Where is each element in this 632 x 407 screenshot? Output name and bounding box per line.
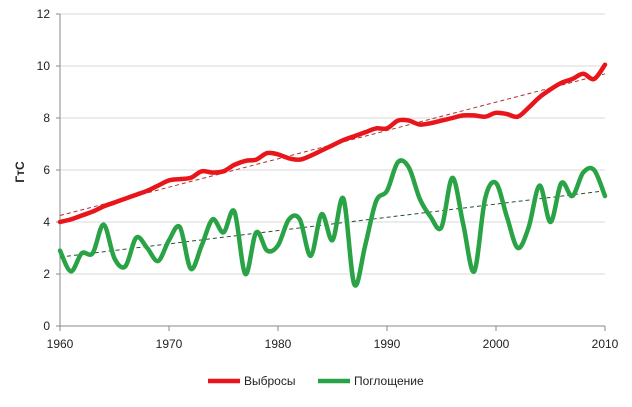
series-line-absorption: [57, 158, 608, 288]
series-lines: [57, 62, 608, 288]
y-tick-label-8: 8: [43, 111, 50, 125]
trend-line-absorption: [59, 190, 606, 258]
axes: [56, 13, 606, 331]
y-tick-label-0: 0: [43, 319, 50, 333]
y-tick-label-12: 12: [37, 7, 51, 21]
y-tick-label-10: 10: [37, 59, 51, 73]
x-tick-label-1990: 1990: [374, 337, 401, 351]
legend-label-absorption: Поглощение: [354, 374, 424, 388]
gridlines: [60, 13, 605, 275]
x-tick-label-2010: 2010: [592, 337, 619, 351]
x-tick-label-2000: 2000: [483, 337, 510, 351]
y-tick-label-6: 6: [43, 163, 50, 177]
x-tick-label-1980: 1980: [265, 337, 292, 351]
y-tick-label-4: 4: [43, 215, 50, 229]
y-tick-label-2: 2: [43, 267, 50, 281]
y-axis-label: ГтС: [13, 161, 27, 183]
series-line-emissions: [57, 62, 608, 225]
x-tick-label-1970: 1970: [156, 337, 183, 351]
legend: Выбросы Поглощение: [208, 374, 424, 388]
tick-labels: 0 2 4 6 8 10 12 1960 1970 1980 1990 2000 2010: [37, 7, 619, 351]
x-tick-label-1960: 1960: [47, 337, 74, 351]
legend-label-emissions: Выбросы: [244, 374, 295, 388]
